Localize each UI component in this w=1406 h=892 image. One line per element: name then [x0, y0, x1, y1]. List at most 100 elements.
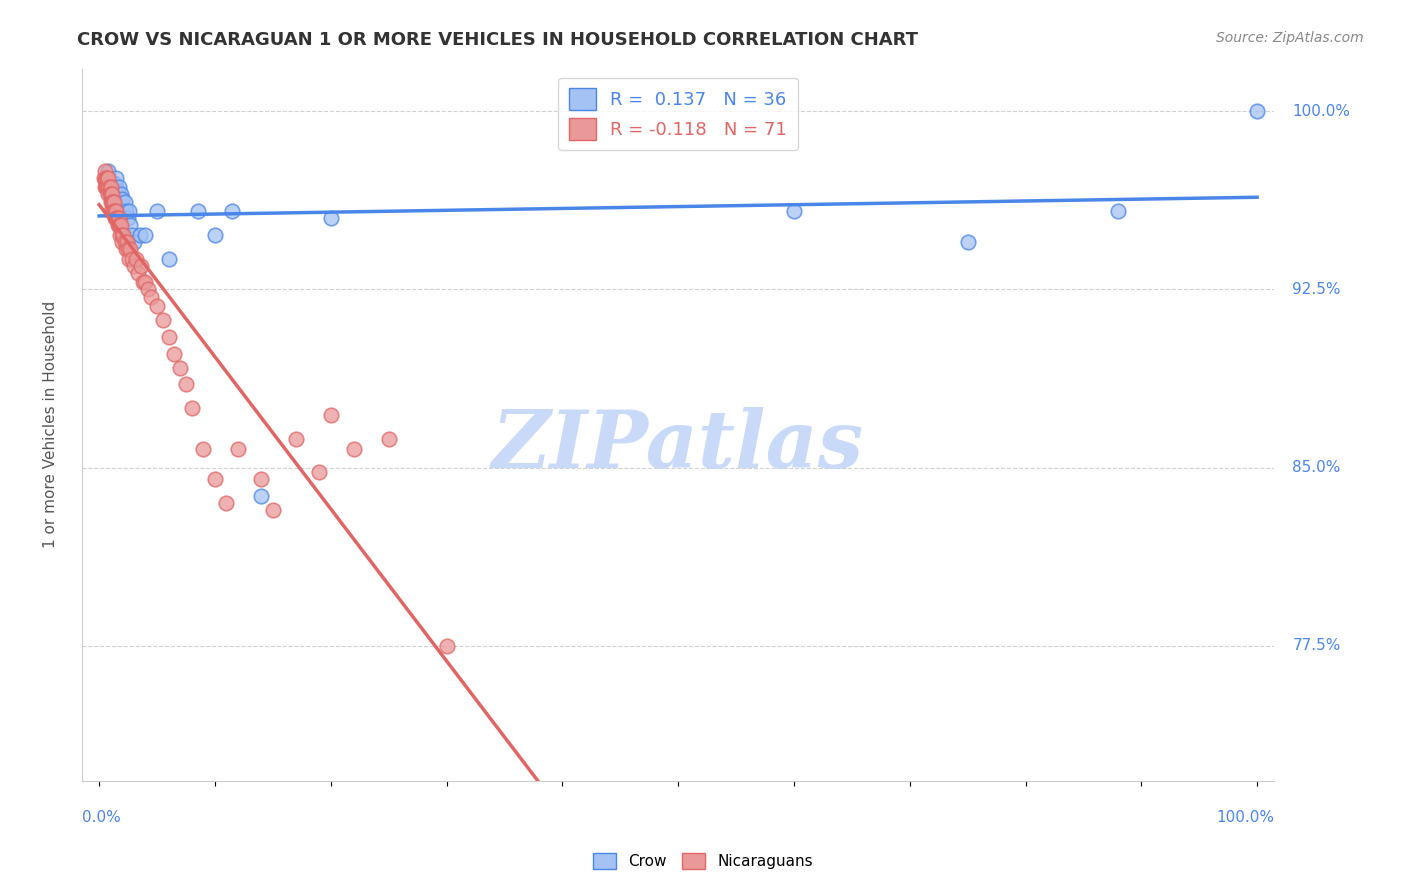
Point — [100, 204, 122, 219]
Point — [783, 204, 806, 219]
Text: 100.0%: 100.0% — [1216, 810, 1274, 824]
Text: 92.5%: 92.5% — [1292, 282, 1341, 297]
Point — [319, 211, 342, 226]
Point — [377, 432, 399, 446]
Text: 100.0%: 100.0% — [1292, 103, 1350, 119]
Point — [262, 503, 284, 517]
Point — [956, 235, 979, 249]
Point — [96, 180, 118, 194]
Point — [163, 346, 186, 360]
Point — [110, 187, 132, 202]
Point — [117, 211, 139, 226]
Point — [100, 180, 122, 194]
Point — [250, 472, 273, 486]
Point — [107, 180, 129, 194]
Point — [94, 180, 117, 194]
Point — [226, 442, 249, 456]
Point — [93, 170, 115, 185]
Point — [436, 639, 458, 653]
Point — [132, 275, 155, 289]
Point — [94, 173, 117, 187]
Point — [105, 204, 128, 219]
Text: 85.0%: 85.0% — [1292, 460, 1341, 475]
Point — [221, 204, 243, 219]
Point — [100, 176, 122, 190]
Point — [107, 211, 129, 226]
Point — [103, 194, 125, 209]
Point — [250, 489, 273, 503]
Point — [121, 252, 143, 266]
Point — [105, 180, 128, 194]
Point — [114, 242, 136, 256]
Point — [204, 227, 226, 242]
Point — [114, 235, 136, 249]
Text: 77.5%: 77.5% — [1292, 638, 1341, 653]
Point — [120, 242, 142, 256]
Point — [114, 194, 136, 209]
Point — [101, 187, 124, 202]
Text: CROW VS NICARAGUAN 1 OR MORE VEHICLES IN HOUSEHOLD CORRELATION CHART: CROW VS NICARAGUAN 1 OR MORE VEHICLES IN… — [77, 31, 918, 49]
Point — [98, 180, 121, 194]
Point — [136, 282, 159, 296]
Point — [100, 187, 122, 202]
Point — [112, 204, 135, 219]
Point — [169, 360, 191, 375]
Point — [319, 409, 342, 423]
Point — [125, 252, 148, 266]
Point — [111, 192, 134, 206]
Point — [105, 211, 128, 226]
Point — [111, 235, 134, 249]
Text: Source: ZipAtlas.com: Source: ZipAtlas.com — [1216, 31, 1364, 45]
Point — [1107, 204, 1129, 219]
Point — [104, 204, 127, 219]
Point — [174, 377, 197, 392]
Point — [98, 187, 121, 202]
Point — [118, 204, 141, 219]
Legend: Crow, Nicaraguans: Crow, Nicaraguans — [588, 847, 818, 875]
Point — [104, 187, 127, 202]
Point — [152, 313, 174, 327]
Point — [308, 465, 330, 479]
Point — [122, 235, 145, 249]
Point — [105, 170, 128, 185]
Point — [146, 299, 169, 313]
Point — [96, 170, 118, 185]
Point — [110, 219, 132, 233]
Point — [146, 204, 169, 219]
Point — [111, 227, 134, 242]
Point — [127, 266, 149, 280]
Point — [100, 187, 122, 202]
Point — [186, 204, 208, 219]
Point — [157, 330, 180, 344]
Point — [141, 289, 163, 303]
Point — [101, 194, 124, 209]
Point — [97, 180, 120, 194]
Text: 0.0%: 0.0% — [82, 810, 121, 824]
Point — [1246, 104, 1268, 119]
Point — [108, 227, 131, 242]
Point — [107, 211, 129, 226]
Point — [204, 472, 226, 486]
Point — [94, 180, 117, 194]
Point — [193, 442, 215, 456]
Point — [115, 235, 138, 249]
Point — [129, 259, 152, 273]
Point — [97, 187, 120, 202]
Y-axis label: 1 or more Vehicles in Household: 1 or more Vehicles in Household — [44, 301, 58, 549]
Point — [101, 204, 124, 219]
Point — [118, 252, 141, 266]
Point — [107, 219, 129, 233]
Point — [128, 227, 150, 242]
Point — [107, 219, 129, 233]
Point — [111, 199, 134, 213]
Point — [215, 496, 238, 510]
Point — [117, 242, 139, 256]
Point — [108, 194, 131, 209]
Point — [107, 187, 129, 202]
Point — [108, 219, 131, 233]
Point — [180, 401, 202, 416]
Point — [112, 227, 135, 242]
Point — [101, 187, 124, 202]
Point — [103, 204, 125, 219]
Point — [120, 219, 142, 233]
